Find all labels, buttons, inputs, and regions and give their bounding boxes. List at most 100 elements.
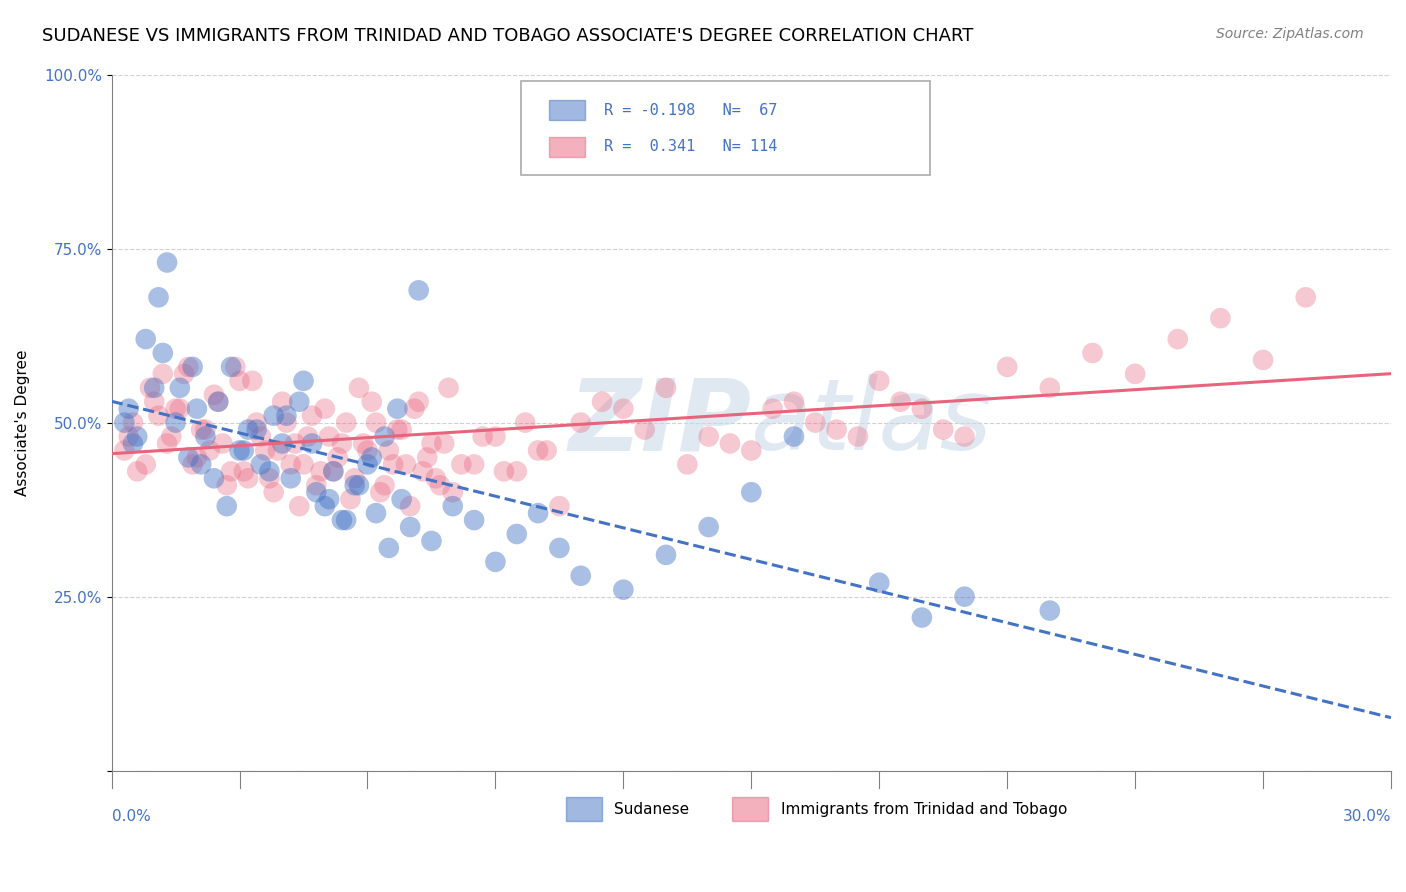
Point [335,513,357,527]
Point [441,485,464,500]
Point [378,443,401,458]
Point [548,499,571,513]
Point [267,443,290,458]
Point [441,499,464,513]
Point [382,458,405,472]
Point [314,401,336,416]
Point [408,394,430,409]
Point [368,485,391,500]
Point [408,283,430,297]
Text: Sudanese: Sudanese [614,802,689,817]
Point [246,423,269,437]
Point [387,401,409,416]
Point [232,443,254,458]
Point [463,513,485,527]
Point [263,485,285,500]
Point [420,436,443,450]
Text: R = -0.198   N=  67: R = -0.198 N= 67 [605,103,778,118]
Point [301,436,323,450]
Point [190,458,212,472]
Point [374,478,396,492]
Point [697,429,720,443]
Point [484,429,506,443]
Point [127,429,149,443]
Point [165,416,187,430]
Point [783,429,806,443]
Point [612,582,634,597]
Point [1039,381,1062,395]
Point [250,458,273,472]
Point [305,485,328,500]
Point [676,458,699,472]
Point [995,359,1018,374]
Point [181,458,204,472]
Point [347,381,370,395]
Point [288,394,311,409]
Point [215,478,238,492]
Point [846,429,869,443]
Point [215,499,238,513]
Point [1081,346,1104,360]
Point [1209,311,1232,326]
Point [330,436,353,450]
Point [391,423,413,437]
Point [228,443,250,458]
Point [484,555,506,569]
Point [378,541,401,555]
Point [314,499,336,513]
Point [177,450,200,465]
Point [450,458,472,472]
Point [343,471,366,485]
Point [118,429,141,443]
Point [762,401,785,416]
Point [271,436,294,450]
Point [339,492,361,507]
Point [118,401,141,416]
Point [211,436,233,450]
Point [352,436,374,450]
Point [250,429,273,443]
Point [160,429,183,443]
Point [634,423,657,437]
Point [236,423,259,437]
Point [318,429,340,443]
Point [194,429,217,443]
Point [1167,332,1189,346]
Point [492,464,515,478]
Point [240,374,263,388]
Bar [733,797,768,821]
Point [391,492,413,507]
Point [288,499,311,513]
Point [697,520,720,534]
Point [309,464,332,478]
Point [1295,290,1317,304]
Point [198,443,221,458]
Point [804,416,827,430]
Bar [550,137,585,157]
Point [301,409,323,423]
Point [122,436,145,450]
Point [374,429,396,443]
Point [276,416,298,430]
Point [156,255,179,269]
Point [254,443,277,458]
Point [177,359,200,374]
Text: 30.0%: 30.0% [1343,809,1391,824]
Point [148,409,170,423]
Point [181,359,204,374]
Point [1251,353,1274,368]
Point [569,568,592,582]
Point [364,506,387,520]
Point [202,388,225,402]
Point [280,471,302,485]
Text: atlas: atlas [751,374,993,471]
Point [143,394,166,409]
Point [953,590,976,604]
Point [232,464,254,478]
Point [139,381,162,395]
Point [297,429,319,443]
Point [135,458,157,472]
Point [186,401,208,416]
Point [506,464,529,478]
Point [292,458,315,472]
